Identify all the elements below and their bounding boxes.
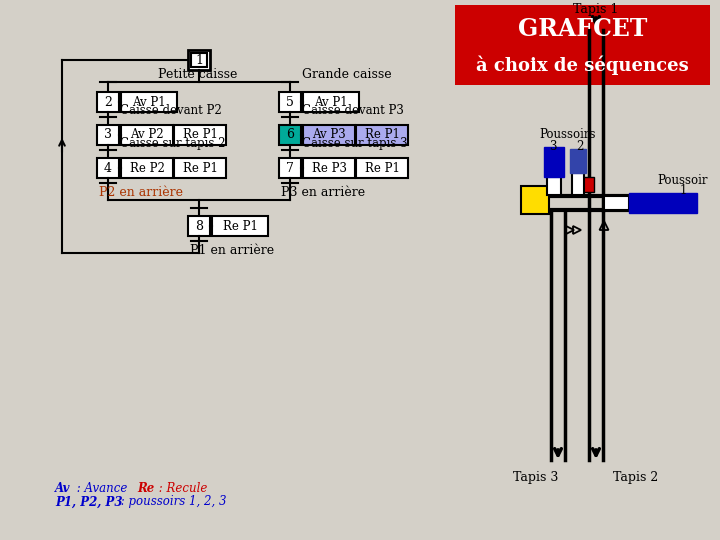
Text: 4: 4	[104, 161, 112, 174]
Bar	[303, 158, 355, 178]
Text: à choix de séquences: à choix de séquences	[476, 55, 689, 75]
Text: 3: 3	[104, 129, 112, 141]
Text: Av P2: Av P2	[130, 129, 164, 141]
Text: Re P1: Re P1	[183, 161, 217, 174]
Bar	[121, 125, 173, 145]
Bar	[544, 147, 564, 177]
Bar	[356, 158, 408, 178]
Bar	[629, 193, 697, 213]
Bar	[303, 92, 359, 112]
Text: Tapis 2: Tapis 2	[613, 471, 659, 484]
Text: Re P1: Re P1	[183, 129, 217, 141]
Text: Re P1: Re P1	[364, 161, 400, 174]
Bar	[570, 149, 586, 173]
Text: Caisse sur tapis 3: Caisse sur tapis 3	[302, 137, 408, 150]
Text: Poussoirs: Poussoirs	[540, 129, 596, 141]
Text: Caisse devant P3: Caisse devant P3	[302, 104, 404, 117]
Text: Av P3: Av P3	[312, 129, 346, 141]
Text: Grande caisse: Grande caisse	[302, 68, 392, 80]
Bar	[191, 53, 207, 67]
Bar	[279, 125, 301, 145]
Bar	[174, 125, 226, 145]
Text: 2: 2	[104, 96, 112, 109]
Text: Av: Av	[55, 482, 71, 495]
Text: GRAFCET: GRAFCET	[518, 17, 647, 41]
Text: Petite caisse: Petite caisse	[158, 68, 238, 80]
Text: Re P1: Re P1	[222, 219, 258, 233]
Text: Re P1: Re P1	[364, 129, 400, 141]
Text: Caisse devant P2: Caisse devant P2	[120, 104, 222, 117]
Bar	[356, 125, 408, 145]
Bar	[521, 186, 549, 214]
Text: Re: Re	[137, 482, 154, 495]
Text: Av P1: Av P1	[132, 96, 166, 109]
Text: : Avance: : Avance	[73, 482, 127, 495]
Text: Tapis 1: Tapis 1	[573, 3, 618, 17]
Bar	[212, 216, 268, 236]
Text: P1, P2, P3: P1, P2, P3	[55, 496, 122, 509]
Text: 1: 1	[195, 53, 203, 66]
Text: : Recule: : Recule	[155, 482, 207, 495]
Text: Re P2: Re P2	[130, 161, 164, 174]
Bar	[455, 5, 710, 85]
Bar	[121, 158, 173, 178]
Bar	[97, 125, 119, 145]
Bar	[279, 158, 301, 178]
Text: P2 en arrière: P2 en arrière	[99, 186, 183, 199]
Bar	[97, 92, 119, 112]
Bar	[188, 50, 210, 70]
Text: 2: 2	[576, 140, 584, 153]
Text: 5: 5	[286, 96, 294, 109]
Bar	[121, 92, 177, 112]
Text: Av P1: Av P1	[314, 96, 348, 109]
Text: P1 en arrière: P1 en arrière	[190, 244, 274, 256]
Text: P3 en arrière: P3 en arrière	[281, 186, 365, 199]
Text: 7: 7	[286, 161, 294, 174]
Text: Re P3: Re P3	[312, 161, 346, 174]
Text: Caisse sur tapis 2: Caisse sur tapis 2	[120, 137, 225, 150]
Text: Poussoir: Poussoir	[658, 174, 708, 187]
Bar	[188, 216, 210, 236]
Text: 1: 1	[679, 185, 687, 198]
Text: 8: 8	[195, 219, 203, 233]
Text: 6: 6	[286, 129, 294, 141]
Bar	[572, 173, 584, 195]
Text: : poussoirs 1, 2, 3: : poussoirs 1, 2, 3	[117, 496, 227, 509]
Bar	[279, 92, 301, 112]
Bar	[547, 177, 561, 195]
Text: 3: 3	[549, 140, 557, 153]
Bar	[174, 158, 226, 178]
Bar	[604, 196, 629, 210]
Bar	[97, 158, 119, 178]
Bar	[579, 177, 594, 192]
Bar	[303, 125, 355, 145]
Text: Tapis 3: Tapis 3	[513, 471, 559, 484]
